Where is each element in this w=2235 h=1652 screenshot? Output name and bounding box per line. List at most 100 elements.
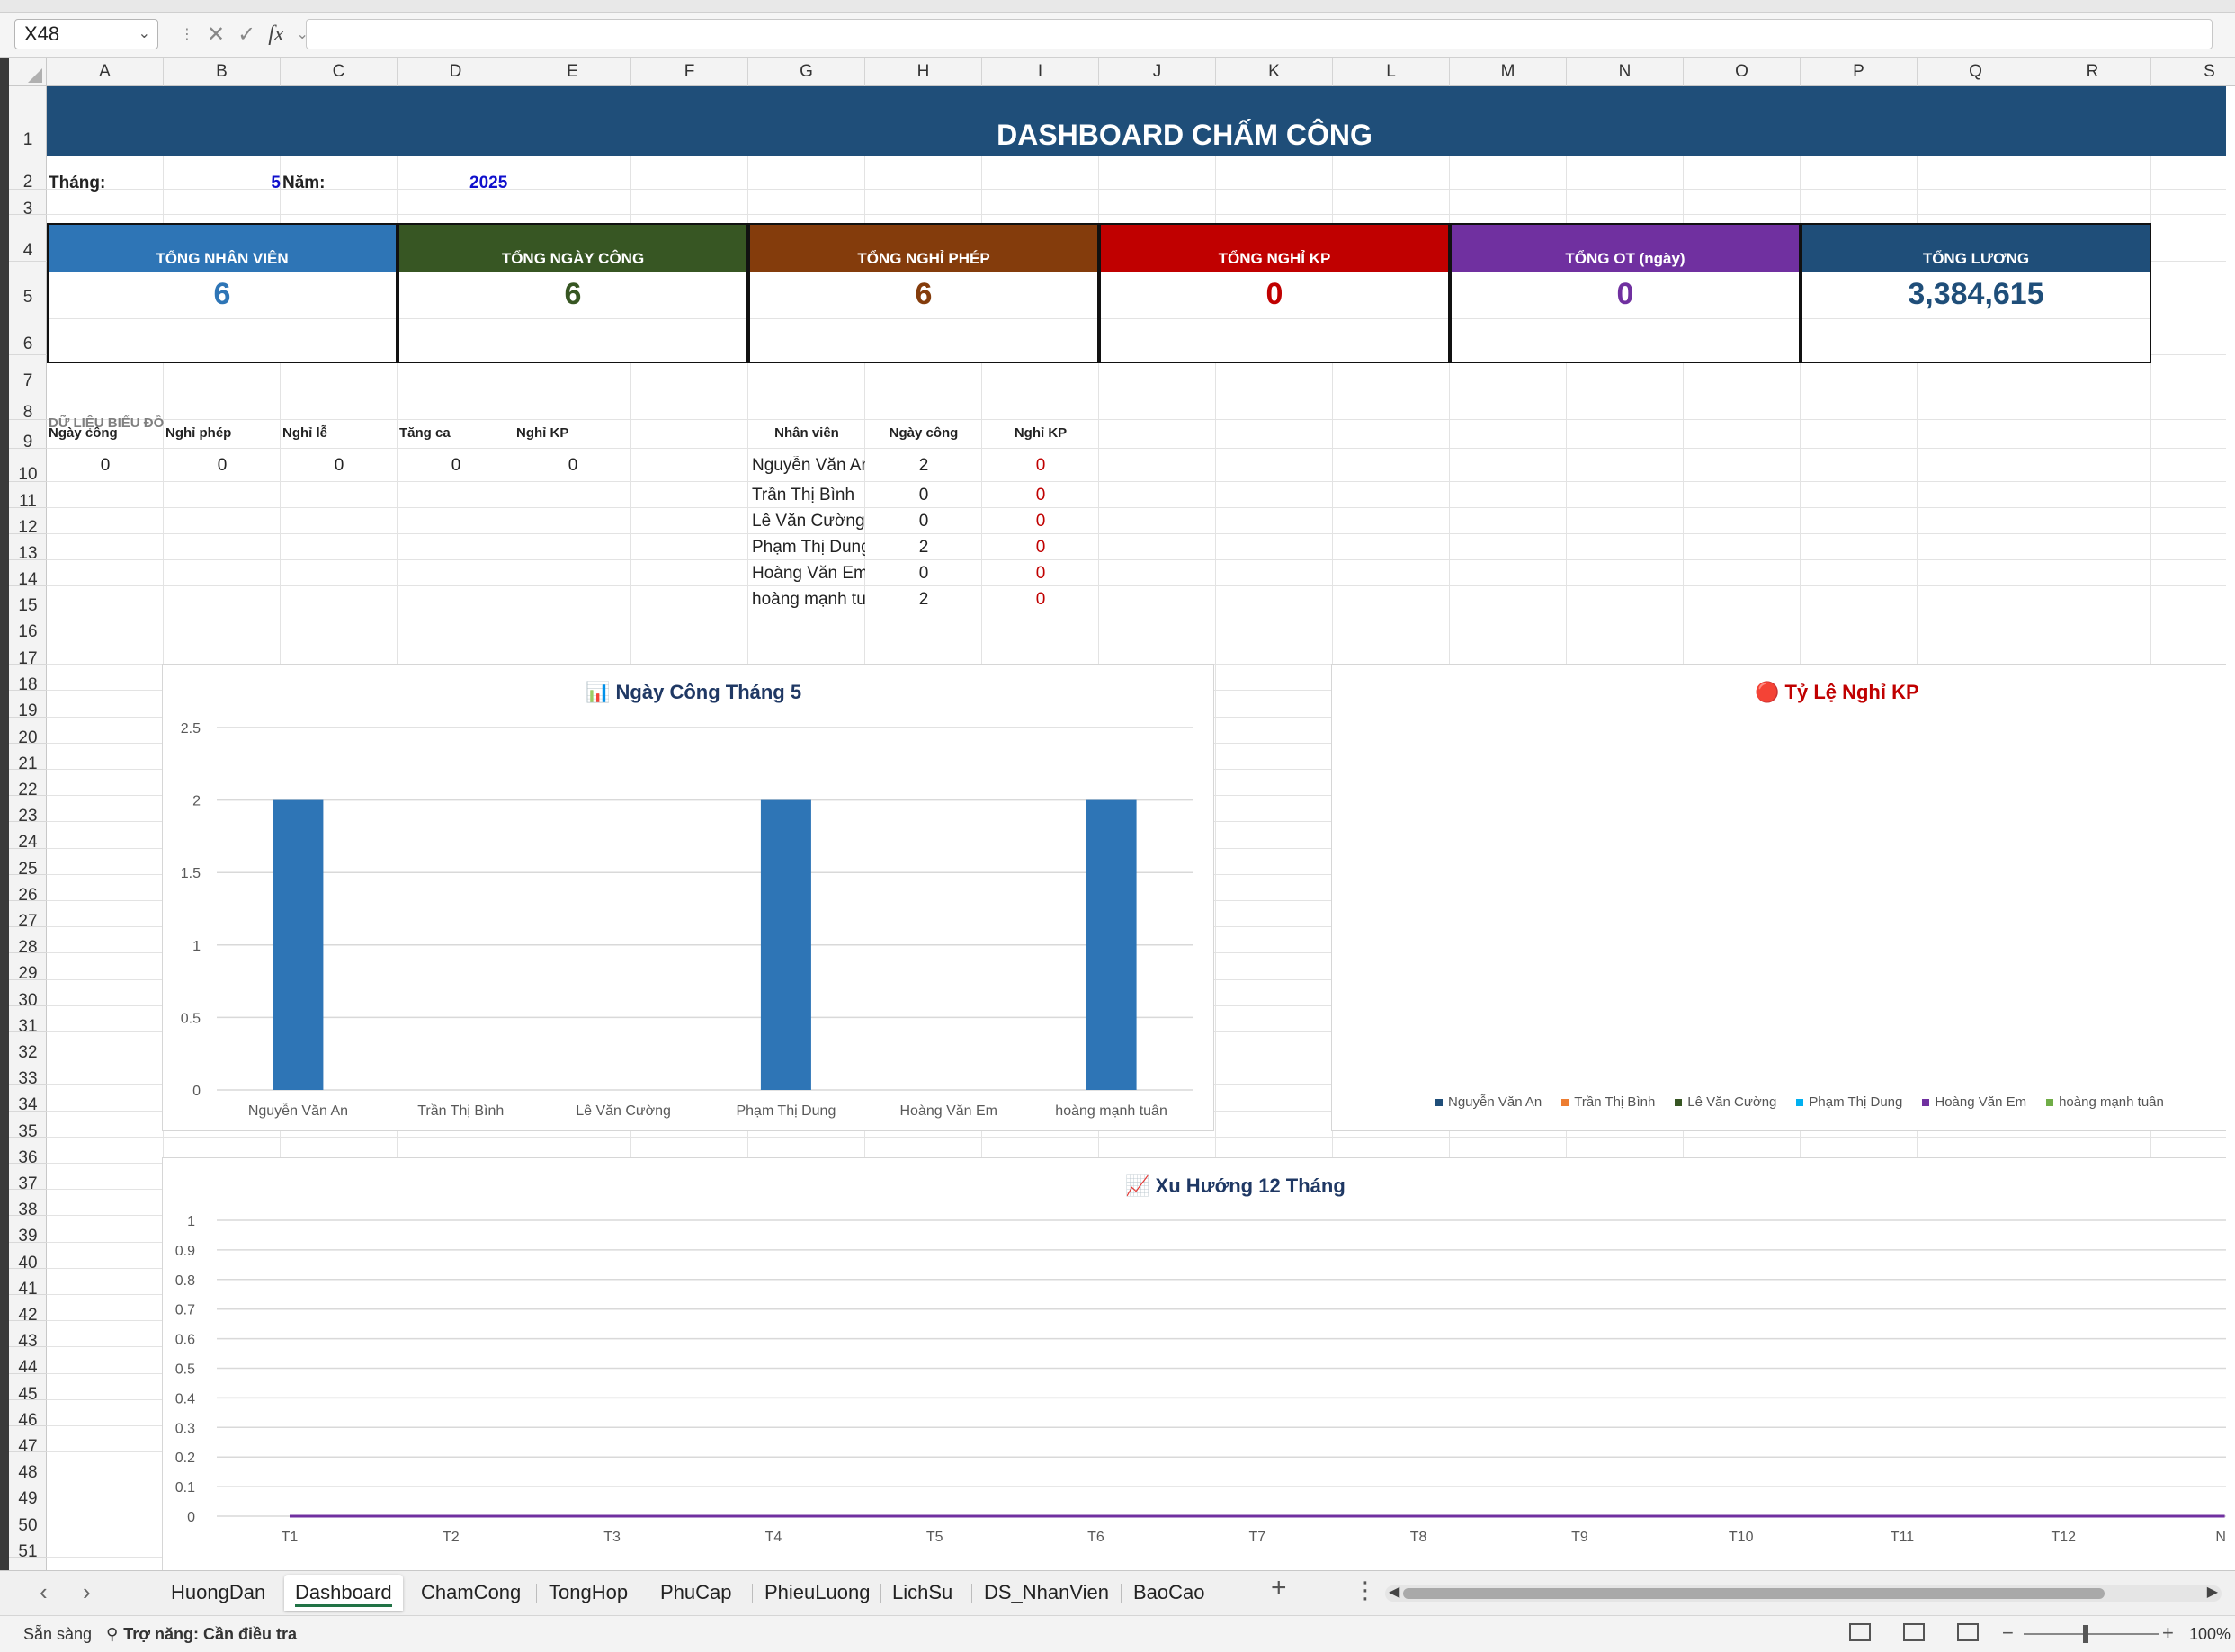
row-header-28[interactable]: 28 [9, 927, 47, 957]
row-header-31[interactable]: 31 [9, 1006, 47, 1036]
row-header-19[interactable]: 19 [9, 691, 47, 720]
employee-unpaid-leave[interactable]: 0 [1035, 590, 1046, 609]
column-header-O[interactable]: O [1684, 58, 1801, 86]
chart-source-value[interactable]: 0 [334, 456, 344, 475]
column-header-R[interactable]: R [2034, 58, 2151, 86]
row-header-27[interactable]: 27 [9, 901, 47, 931]
accessibility-status[interactable]: ⚲ Trợ năng: Cần điều tra [106, 1625, 297, 1644]
column-header-C[interactable]: C [281, 58, 398, 86]
column-header-B[interactable]: B [164, 58, 281, 86]
column-header-P[interactable]: P [1801, 58, 1918, 86]
row-header-16[interactable]: 16 [9, 612, 47, 641]
scroll-left-icon[interactable]: ◀ [1389, 1585, 1400, 1600]
bar[interactable] [760, 799, 811, 1090]
row-header-10[interactable]: 10 [9, 449, 47, 484]
employee-unpaid-leave[interactable]: 0 [1035, 456, 1046, 475]
row-header-22[interactable]: 22 [9, 770, 47, 799]
column-header-K[interactable]: K [1216, 58, 1333, 86]
employee-unpaid-leave[interactable]: 0 [1035, 538, 1046, 557]
employee-workdays[interactable]: 0 [918, 486, 929, 505]
row-header-35[interactable]: 35 [9, 1112, 47, 1141]
column-header-M[interactable]: M [1450, 58, 1567, 86]
row-header-38[interactable]: 38 [9, 1190, 47, 1219]
chart-source-value[interactable]: 0 [100, 456, 111, 475]
chevron-down-icon[interactable]: ⌄ [296, 27, 308, 42]
chart-12-month-trend[interactable]: 📈 Xu Hướng 12 Tháng 0 0.1 0.2 0.3 0.4 0.5 0.6 0… [162, 1157, 2226, 1570]
row-header-32[interactable]: 32 [9, 1032, 47, 1062]
zoom-level[interactable]: 100% [2189, 1625, 2231, 1643]
row-header-30[interactable]: 30 [9, 980, 47, 1010]
formula-input[interactable] [306, 19, 2213, 49]
row-header-1[interactable]: 1 [9, 86, 47, 156]
column-header-S[interactable]: S [2151, 58, 2235, 86]
employee-name[interactable]: Lê Văn Cường [752, 512, 865, 531]
row-header-11[interactable]: 11 [9, 482, 47, 511]
bar[interactable] [1086, 799, 1137, 1090]
row-header-37[interactable]: 37 [9, 1164, 47, 1193]
row-header-6[interactable]: 6 [9, 308, 47, 355]
column-header-F[interactable]: F [631, 58, 748, 86]
row-header-26[interactable]: 26 [9, 875, 47, 905]
scrollbar-thumb[interactable] [1403, 1588, 2105, 1599]
select-all-button[interactable] [9, 58, 47, 86]
employee-unpaid-leave[interactable]: 0 [1035, 486, 1046, 505]
sheet-tab-dashboard[interactable]: Dashboard [284, 1575, 403, 1611]
row-header-13[interactable]: 13 [9, 534, 47, 563]
employee-workdays[interactable]: 0 [918, 512, 929, 531]
row-header-41[interactable]: 41 [9, 1269, 47, 1299]
employee-workdays[interactable]: 2 [918, 538, 929, 557]
row-header-17[interactable]: 17 [9, 638, 47, 668]
row-header-51[interactable]: 51 [9, 1531, 47, 1561]
row-header-45[interactable]: 45 [9, 1374, 47, 1404]
scroll-tabs-right-icon[interactable]: › [83, 1578, 91, 1605]
row-header-20[interactable]: 20 [9, 718, 47, 747]
row-header-29[interactable]: 29 [9, 953, 47, 983]
column-header-J[interactable]: J [1099, 58, 1216, 86]
column-header-L[interactable]: L [1333, 58, 1450, 86]
row-header-12[interactable]: 12 [9, 508, 47, 537]
confirm-icon[interactable]: ✓ [237, 22, 256, 47]
row-header-49[interactable]: 49 [9, 1478, 47, 1508]
insert-function-icon[interactable]: fx [268, 22, 284, 46]
column-header-I[interactable]: I [982, 58, 1099, 86]
employee-unpaid-leave[interactable]: 0 [1035, 512, 1046, 531]
row-header-15[interactable]: 15 [9, 586, 47, 615]
employee-name[interactable]: Trần Thị Bình [752, 486, 855, 505]
horizontal-scrollbar[interactable]: ◀ ▶ [1385, 1585, 2222, 1602]
employee-unpaid-leave[interactable]: 0 [1035, 564, 1046, 583]
employee-name[interactable]: Hoàng Văn Em [752, 564, 865, 583]
sheet-tab-baocao[interactable]: BaoCao [1122, 1575, 1216, 1611]
row-header-46[interactable]: 46 [9, 1400, 47, 1430]
sheet-tab-chamcong[interactable]: ChamCong [410, 1575, 532, 1611]
column-header-Q[interactable]: Q [1918, 58, 2034, 86]
column-header-N[interactable]: N [1567, 58, 1684, 86]
cancel-icon[interactable]: ✕ [207, 22, 226, 47]
page-layout-view-icon[interactable] [1903, 1623, 1925, 1641]
column-header-E[interactable]: E [514, 58, 631, 86]
row-header-34[interactable]: 34 [9, 1085, 47, 1114]
row-header-23[interactable]: 23 [9, 796, 47, 826]
row-header-9[interactable]: 9 [9, 420, 47, 451]
sheet-tab-phieuluong[interactable]: PhieuLuong [754, 1575, 881, 1611]
chart-source-value[interactable]: 0 [568, 456, 578, 475]
zoom-in-icon[interactable]: + [2162, 1621, 2174, 1644]
row-header-48[interactable]: 48 [9, 1452, 47, 1482]
row-header-39[interactable]: 39 [9, 1216, 47, 1246]
chart-unpaid-leave[interactable]: 🔴 Tỷ Lệ Nghỉ KP Nguyễn Văn An Trần Thị Bì… [1331, 664, 2226, 1131]
row-header-50[interactable]: 50 [9, 1505, 47, 1535]
normal-view-icon[interactable] [1849, 1623, 1871, 1641]
row-header-7[interactable]: 7 [9, 355, 47, 390]
more-options-icon[interactable]: ⋮ [180, 27, 194, 42]
column-header-H[interactable]: H [865, 58, 982, 86]
chart-workdays[interactable]: 📊 Ngày Công Tháng 5 0 0.5 1 1.5 2 2.5 Nguyễn V… [162, 664, 1214, 1131]
employee-name[interactable]: Phạm Thị Dung [752, 538, 865, 557]
row-header-2[interactable]: 2 [9, 156, 47, 192]
page-break-view-icon[interactable] [1957, 1623, 1979, 1641]
row-header-5[interactable]: 5 [9, 262, 47, 308]
employee-workdays[interactable]: 2 [918, 590, 929, 609]
row-header-33[interactable]: 33 [9, 1058, 47, 1088]
chart-source-value[interactable]: 0 [451, 456, 461, 475]
add-sheet-icon[interactable]: + [1271, 1573, 1287, 1603]
employee-name[interactable]: Nguyễn Văn An [752, 456, 865, 475]
employee-workdays[interactable]: 0 [918, 564, 929, 583]
